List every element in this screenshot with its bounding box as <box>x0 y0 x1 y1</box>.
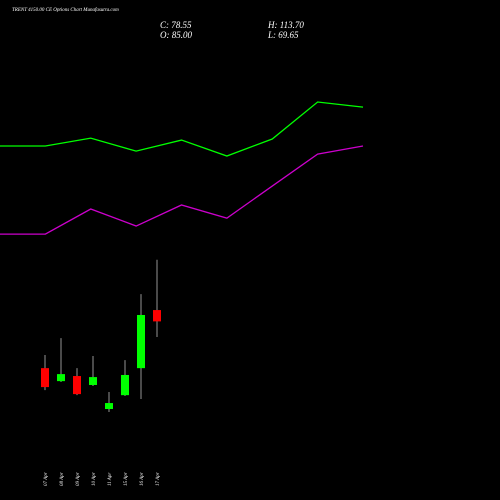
indicator-line <box>0 145 364 235</box>
candle-body <box>41 368 49 388</box>
chart-title: TRENT 4150.00 CE Options Chart Munafasut… <box>12 8 119 13</box>
x-tick-label: 09 Apr <box>76 472 81 486</box>
x-tick-label: 15 Apr <box>124 472 129 486</box>
x-tick-label: 17 Apr <box>156 472 161 486</box>
candle-body <box>121 374 129 396</box>
candle-body <box>57 374 65 382</box>
high-text: H: 113.70 <box>267 20 304 30</box>
x-tick-label: 07 Apr <box>44 472 49 486</box>
x-tick-label: 16 Apr <box>140 472 145 486</box>
x-tick-label: 08 Apr <box>60 472 65 486</box>
candle-body <box>73 376 81 395</box>
candle-body <box>89 377 97 385</box>
close-text: C: 78.55 <box>160 20 192 30</box>
x-tick-label: 11 Apr <box>108 473 113 486</box>
x-tick-label: 10 Apr <box>92 472 97 486</box>
open-text: O: 85.00 <box>160 30 192 40</box>
candle-body <box>137 314 145 369</box>
indicator-line <box>0 101 364 157</box>
candle-body <box>105 403 113 410</box>
low-text: L: 69.65 <box>267 30 299 40</box>
candle-body <box>153 310 161 322</box>
